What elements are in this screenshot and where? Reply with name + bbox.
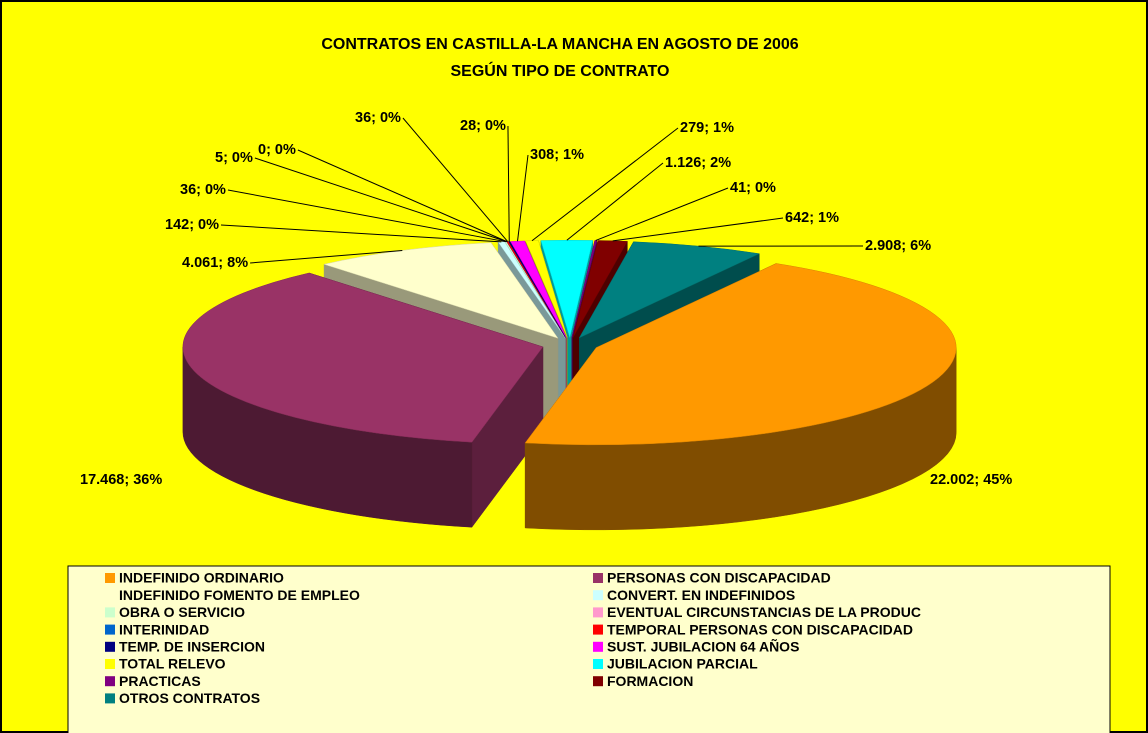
data-label: 2.908; 6%: [865, 238, 931, 254]
leader-line: [297, 149, 508, 243]
legend-label: INDEFINIDO ORDINARIO: [119, 570, 284, 586]
data-label: 279; 1%: [680, 120, 734, 136]
chart-subtitle: SEGÚN TIPO DE CONTRATO: [451, 61, 670, 80]
data-label: 5; 0%: [215, 150, 253, 166]
data-label: 4.061; 8%: [182, 255, 248, 271]
slice: [578, 241, 761, 339]
legend-label: PRACTICAS: [119, 673, 201, 689]
leader-line: [517, 154, 529, 242]
legend-swatch: [593, 573, 603, 583]
data-label: 308; 1%: [530, 147, 584, 163]
legend-label: CONVERT. EN INDEFINIDOS: [607, 587, 795, 603]
legend-swatch: [105, 693, 115, 704]
leader-line: [250, 250, 403, 264]
legend-swatch: [593, 659, 603, 669]
legend-swatch: [105, 641, 115, 652]
chart-title: CONTRATOS EN CASTILLA-LA MANCHA EN AGOST…: [321, 36, 798, 53]
data-label: 22.002; 45%: [930, 472, 1012, 488]
legend-swatch: [593, 624, 603, 635]
slice: [182, 272, 544, 443]
leader-line: [220, 224, 502, 243]
legend-label: FORMACION: [607, 673, 693, 689]
legend-swatch: [105, 624, 115, 635]
legend-label: OTROS CONTRATOS: [119, 690, 260, 706]
legend-swatch: [105, 676, 115, 687]
legend-label: TEMP. DE INSERCION: [119, 639, 265, 655]
legend-swatch: [593, 676, 603, 687]
data-label: 28; 0%: [460, 118, 506, 134]
legend-box: [67, 565, 1111, 733]
legend-label: OBRA O SERVICIO: [119, 604, 245, 620]
leader-line: [507, 125, 510, 242]
data-label: 17.468; 36%: [80, 472, 162, 488]
legend-swatch: [593, 607, 603, 618]
leader-line: [254, 157, 507, 243]
legend-label: PERSONAS CON DISCAPACIDAD: [607, 570, 831, 586]
leader-line: [595, 187, 729, 241]
data-label: 142; 0%: [165, 217, 219, 233]
legend-label: INTERINIDAD: [119, 621, 209, 637]
legend-label: INDEFINIDO FOMENTO DE EMPLEO: [119, 587, 360, 603]
leader-line: [227, 189, 506, 243]
legend-swatch: [105, 573, 115, 583]
legend-label: JUBILACION PARCIAL: [607, 656, 758, 672]
slice: [510, 240, 567, 338]
legend-swatch: [593, 641, 603, 652]
data-label: 41; 0%: [730, 180, 776, 196]
leader-line: [612, 217, 784, 242]
legend-label: TOTAL RELEVO: [119, 656, 226, 672]
legend-label: SUST. JUBILACION 64 AÑOS: [607, 638, 799, 655]
legend-swatch: [105, 607, 115, 618]
legend-swatch: [105, 659, 115, 669]
legend-label: EVENTUAL CIRCUNSTANCIAS DE LA PRODUC: [607, 604, 921, 620]
data-label: 0; 0%: [258, 142, 296, 158]
slice: [524, 263, 957, 446]
slice: [572, 240, 628, 338]
legend-label: TEMPORAL PERSONAS CON DISCAPACIDAD: [607, 621, 913, 637]
leader-line: [402, 117, 509, 242]
data-label: 36; 0%: [355, 110, 401, 126]
data-label: 1.126; 2%: [665, 155, 731, 171]
legend-swatch: [105, 590, 115, 601]
legend-swatch: [593, 590, 603, 601]
data-label: 642; 1%: [785, 210, 839, 226]
data-label: 36; 0%: [180, 182, 226, 198]
leader-line: [566, 162, 664, 241]
leader-line: [531, 127, 679, 242]
